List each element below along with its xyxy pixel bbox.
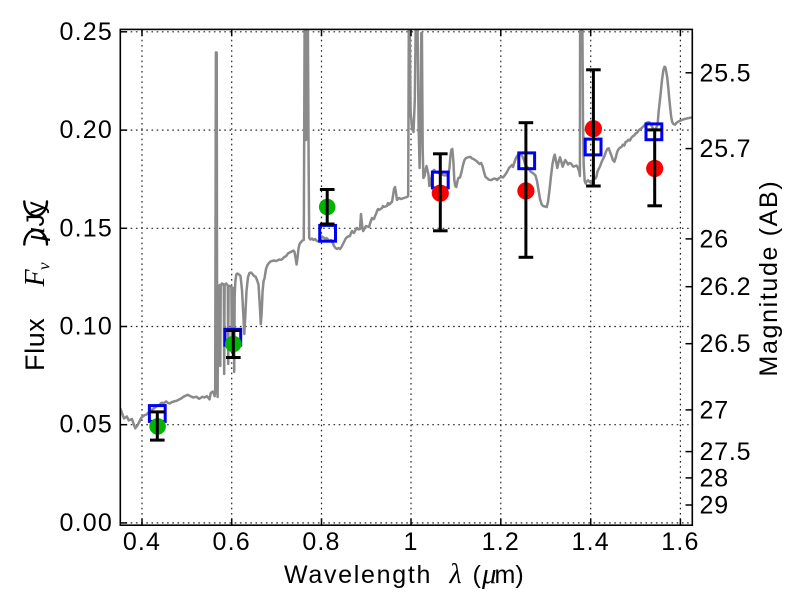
svg-text:m): m) xyxy=(495,561,524,589)
svg-text:Wavelength: Wavelength xyxy=(284,561,432,589)
svg-text:26: 26 xyxy=(700,225,729,253)
svg-text:μ: μ xyxy=(481,558,497,590)
svg-text:Magnitude (AB): Magnitude (AB) xyxy=(755,180,783,377)
svg-text:0.6: 0.6 xyxy=(213,528,251,556)
svg-text:26.2: 26.2 xyxy=(700,273,752,301)
svg-text:0.20: 0.20 xyxy=(60,116,113,144)
svg-text:29: 29 xyxy=(700,492,729,520)
svg-text:27.5: 27.5 xyxy=(700,438,752,466)
svg-text:0.25: 0.25 xyxy=(60,18,113,46)
svg-text:27: 27 xyxy=(700,396,729,424)
svg-text:0.00: 0.00 xyxy=(60,509,113,537)
svg-text:Jy: Jy xyxy=(22,201,50,227)
svg-text:ν: ν xyxy=(35,262,54,270)
svg-text:0.10: 0.10 xyxy=(60,313,113,341)
svg-text:25.5: 25.5 xyxy=(700,59,752,87)
svg-text:Flux: Flux xyxy=(20,318,50,371)
svg-text:0.4: 0.4 xyxy=(123,528,161,556)
svg-text:1.2: 1.2 xyxy=(482,528,520,556)
svg-text:28: 28 xyxy=(700,464,729,492)
svg-text:λ: λ xyxy=(449,559,462,590)
svg-text:25.7: 25.7 xyxy=(700,135,752,163)
svg-text:μ: μ xyxy=(20,227,51,242)
svg-text:1: 1 xyxy=(403,528,418,556)
svg-text:1.4: 1.4 xyxy=(572,528,610,556)
svg-text:0.15: 0.15 xyxy=(60,214,113,242)
svg-text:F: F xyxy=(20,269,51,288)
svg-text:26.5: 26.5 xyxy=(700,330,752,358)
svg-text:1.6: 1.6 xyxy=(661,528,699,556)
svg-text:0.05: 0.05 xyxy=(60,411,113,439)
svg-text:0.8: 0.8 xyxy=(302,528,340,556)
svg-text:(: ( xyxy=(473,561,482,589)
